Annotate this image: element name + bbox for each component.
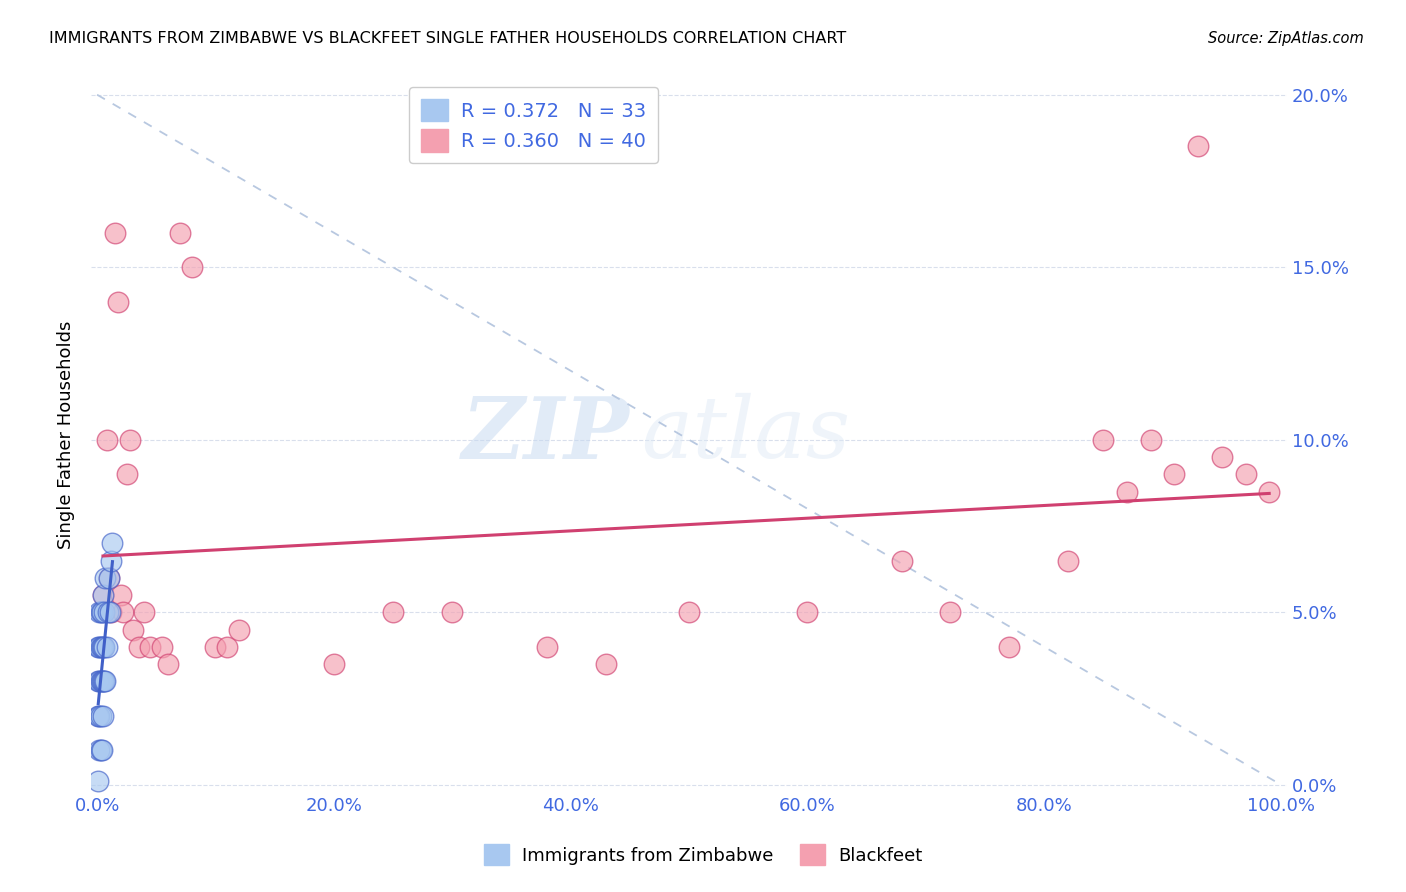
Point	[90, 640, 112, 654]
Point	[128, 640, 150, 654]
Point	[91, 588, 114, 602]
Point	[110, 588, 132, 602]
Point	[87, 774, 110, 789]
Text: IMMIGRANTS FROM ZIMBABWE VS BLACKFEET SINGLE FATHER HOUSEHOLDS CORRELATION CHART: IMMIGRANTS FROM ZIMBABWE VS BLACKFEET SI…	[49, 31, 846, 46]
Point	[938, 605, 960, 619]
Point	[100, 553, 122, 567]
Point	[180, 260, 202, 275]
Point	[87, 640, 110, 654]
Point	[96, 433, 118, 447]
Point	[382, 605, 405, 619]
Point	[98, 605, 121, 619]
Point	[1139, 433, 1161, 447]
Point	[1163, 467, 1185, 482]
Point	[93, 605, 115, 619]
Point	[121, 623, 143, 637]
Point	[91, 588, 114, 602]
Point	[90, 674, 112, 689]
Point	[93, 674, 115, 689]
Point	[101, 536, 124, 550]
Point	[94, 674, 117, 689]
Text: atlas: atlas	[641, 393, 851, 476]
Point	[891, 553, 914, 567]
Point	[322, 657, 344, 671]
Point	[536, 640, 558, 654]
Point	[96, 640, 118, 654]
Point	[1234, 467, 1257, 482]
Point	[90, 605, 112, 619]
Point	[1211, 450, 1233, 464]
Point	[90, 640, 112, 654]
Point	[134, 605, 156, 619]
Text: ZIP: ZIP	[461, 392, 630, 476]
Point	[87, 674, 110, 689]
Point	[204, 640, 226, 654]
Point	[228, 623, 250, 637]
Point	[1258, 484, 1281, 499]
Point	[90, 674, 112, 689]
Point	[91, 708, 114, 723]
Point	[89, 708, 111, 723]
Y-axis label: Single Father Households: Single Father Households	[58, 320, 75, 549]
Point	[997, 640, 1019, 654]
Point	[94, 571, 117, 585]
Point	[89, 605, 111, 619]
Point	[441, 605, 464, 619]
Point	[104, 226, 127, 240]
Point	[150, 640, 173, 654]
Point	[90, 605, 112, 619]
Point	[90, 743, 112, 757]
Text: Source: ZipAtlas.com: Source: ZipAtlas.com	[1208, 31, 1364, 46]
Point	[115, 467, 138, 482]
Point	[87, 708, 110, 723]
Point	[169, 226, 191, 240]
Point	[89, 674, 111, 689]
Point	[107, 294, 129, 309]
Point	[120, 433, 142, 447]
Point	[89, 743, 111, 757]
Point	[97, 605, 120, 619]
Point	[157, 657, 180, 671]
Point	[796, 605, 818, 619]
Legend: Immigrants from Zimbabwe, Blackfeet: Immigrants from Zimbabwe, Blackfeet	[477, 837, 929, 872]
Point	[91, 674, 114, 689]
Point	[90, 743, 112, 757]
Point	[678, 605, 700, 619]
Point	[97, 571, 120, 585]
Point	[93, 640, 115, 654]
Point	[91, 640, 114, 654]
Point	[595, 657, 617, 671]
Point	[100, 605, 122, 619]
Point	[1057, 553, 1080, 567]
Point	[1116, 484, 1139, 499]
Point	[217, 640, 239, 654]
Point	[139, 640, 162, 654]
Point	[1187, 139, 1209, 153]
Point	[97, 571, 120, 585]
Point	[89, 640, 111, 654]
Point	[112, 605, 135, 619]
Point	[1092, 433, 1115, 447]
Point	[90, 708, 112, 723]
Legend: R = 0.372   N = 33, R = 0.360   N = 40: R = 0.372 N = 33, R = 0.360 N = 40	[409, 87, 658, 163]
